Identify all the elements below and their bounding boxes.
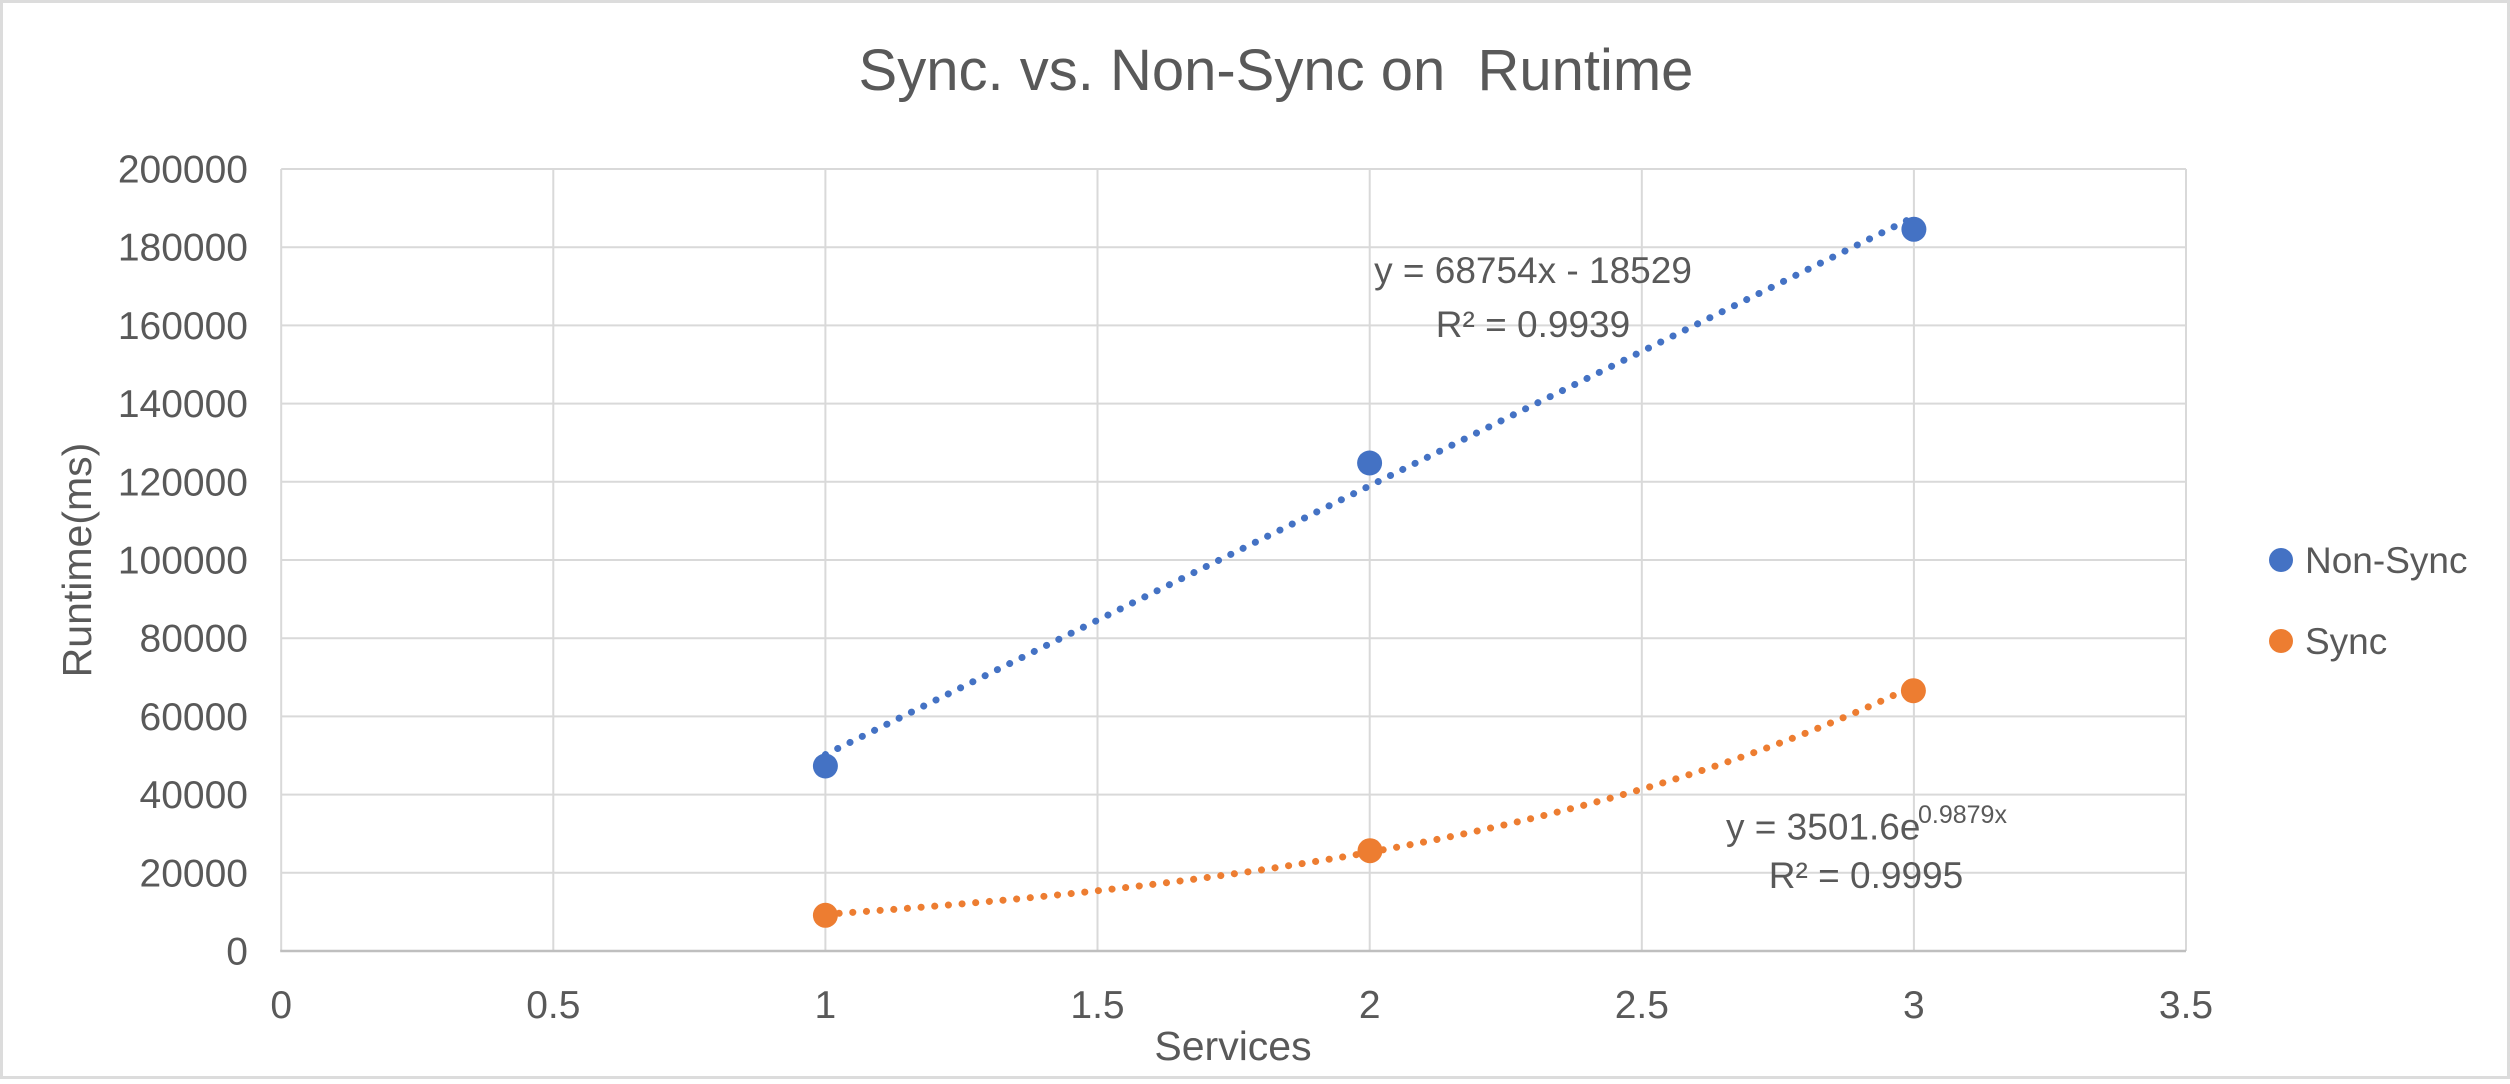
svg-text:Non-Sync: Non-Sync	[2305, 540, 2467, 581]
svg-text:100000: 100000	[118, 540, 248, 583]
svg-text:180000: 180000	[118, 227, 248, 270]
svg-text:R² = 0.9939: R² = 0.9939	[1436, 304, 1630, 345]
svg-text:3: 3	[1903, 984, 1925, 1027]
svg-text:120000: 120000	[118, 461, 248, 504]
svg-text:60000: 60000	[140, 696, 248, 739]
svg-text:40000: 40000	[140, 774, 248, 817]
svg-text:1: 1	[815, 984, 837, 1027]
svg-text:0.9879x: 0.9879x	[1918, 801, 2007, 829]
svg-text:2.5: 2.5	[1615, 984, 1669, 1027]
svg-text:R² = 0.9995: R² = 0.9995	[1769, 855, 1963, 896]
svg-text:2: 2	[1359, 984, 1381, 1027]
svg-text:Sync. vs. Non-Sync on Runtime: Sync. vs. Non-Sync on Runtime	[859, 38, 1694, 103]
svg-text:0: 0	[270, 984, 292, 1027]
svg-text:Sync: Sync	[2305, 621, 2387, 662]
svg-text:1.5: 1.5	[1070, 984, 1124, 1027]
svg-text:140000: 140000	[118, 383, 248, 426]
svg-text:y = 3501.6e: y = 3501.6e	[1726, 807, 1920, 848]
svg-text:200000: 200000	[118, 149, 248, 192]
svg-text:20000: 20000	[140, 852, 248, 895]
svg-text:80000: 80000	[140, 618, 248, 661]
svg-text:160000: 160000	[118, 305, 248, 348]
svg-text:0.5: 0.5	[526, 984, 580, 1027]
svg-text:Services: Services	[1154, 1023, 1311, 1069]
svg-text:y = 68754x - 18529: y = 68754x - 18529	[1374, 250, 1692, 291]
svg-text:3.5: 3.5	[2159, 984, 2213, 1027]
svg-text:0: 0	[226, 931, 248, 974]
svg-text:Runtime(ms): Runtime(ms)	[54, 443, 100, 678]
